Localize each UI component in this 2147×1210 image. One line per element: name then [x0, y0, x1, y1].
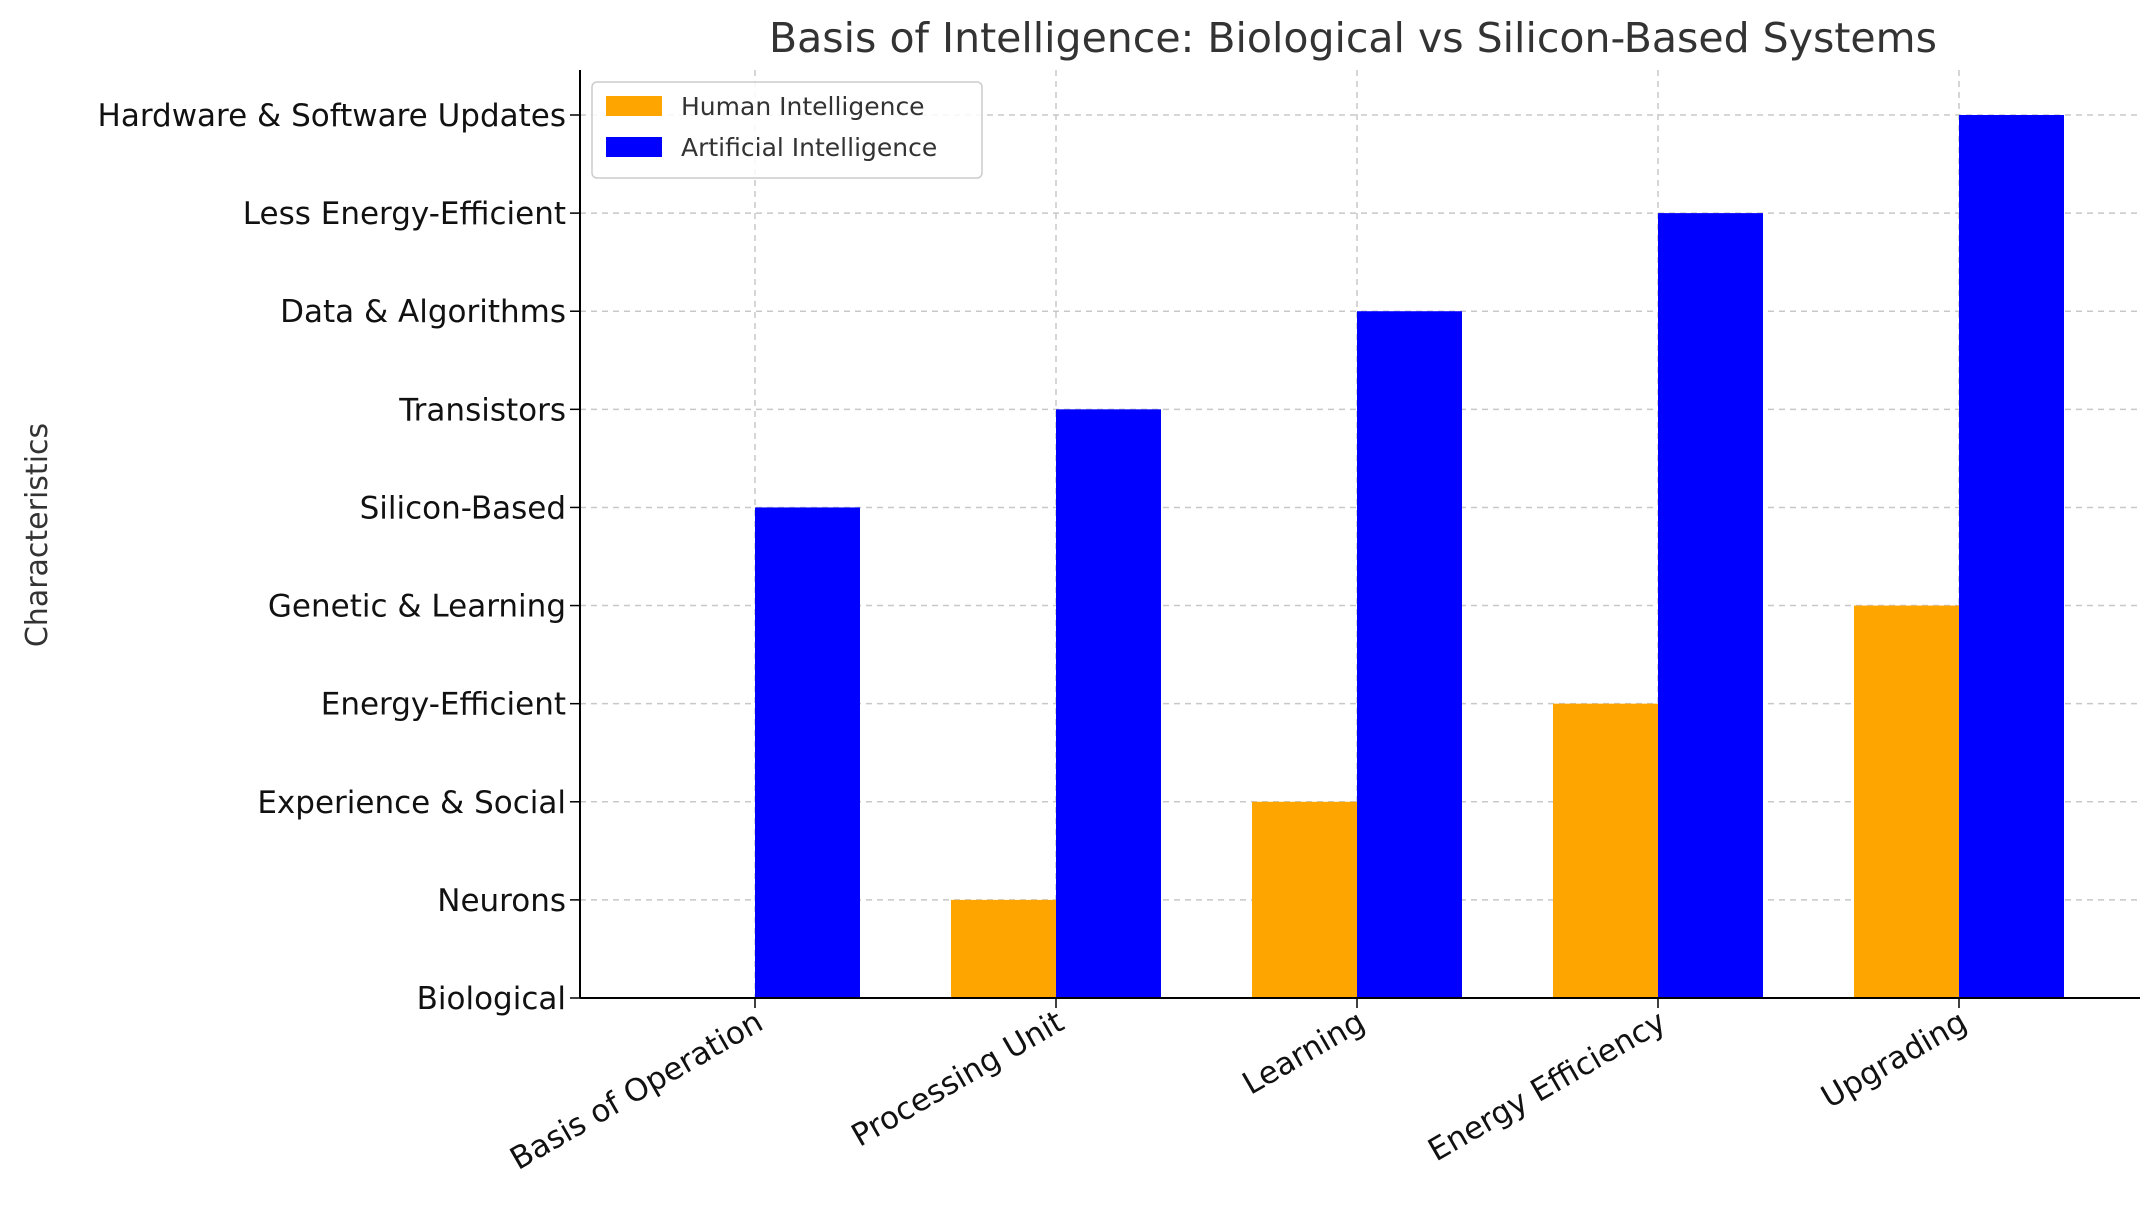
bar-artificial-intelligence [1658, 213, 1763, 999]
y-tick-label: Biological [417, 981, 566, 1017]
x-tick-label: Processing Unit [845, 1004, 1070, 1154]
bar-artificial-intelligence [1959, 115, 2064, 998]
y-tick-label: Hardware & Software Updates [98, 98, 566, 134]
y-tick-label: Neurons [437, 883, 566, 919]
bar-human-intelligence [1854, 605, 1959, 998]
y-tick-label: Less Energy-Efficient [243, 196, 566, 232]
x-tick-label: Learning [1236, 1004, 1371, 1102]
y-tick-label: Genetic & Learning [268, 589, 566, 625]
x-tick-label: Basis of Operation [504, 1004, 769, 1178]
bar-human-intelligence [951, 899, 1056, 998]
bar-artificial-intelligence [1056, 409, 1161, 998]
y-tick-label: Silicon-Based [360, 490, 566, 526]
bar-artificial-intelligence [755, 507, 860, 998]
bar-human-intelligence [1252, 801, 1357, 998]
legend-label: Human Intelligence [681, 92, 925, 121]
y-axis-label: Characteristics [20, 423, 55, 647]
y-tick-label: Transistors [398, 392, 566, 428]
legend-frame [591, 81, 983, 179]
axes-layer [579, 70, 2140, 999]
chart-title: Basis of Intelligence: Biological vs Sil… [769, 14, 1937, 62]
legend-label: Artificial Intelligence [681, 133, 937, 162]
y-tick-label: Data & Algorithms [280, 294, 566, 330]
x-tick-label: Upgrading [1815, 1004, 1973, 1116]
bar-human-intelligence [1553, 703, 1658, 998]
legend: Human Intelligence Artificial Intelligenc… [591, 81, 983, 179]
x-tick-label: Energy Efficiency [1422, 1004, 1672, 1169]
legend-swatch [606, 137, 662, 157]
y-tick-label: Energy-Efficient [321, 687, 566, 723]
legend-swatch [606, 96, 662, 116]
bars-layer [755, 115, 2064, 999]
y-tick-label: Experience & Social [257, 785, 566, 821]
bar-artificial-intelligence [1357, 311, 1462, 998]
